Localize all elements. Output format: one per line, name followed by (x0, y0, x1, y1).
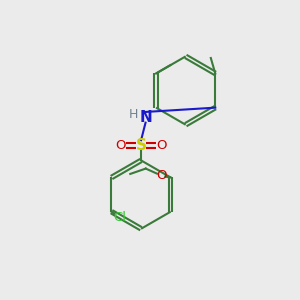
Text: S: S (136, 138, 147, 153)
Text: Cl: Cl (113, 211, 126, 224)
Text: O: O (115, 139, 125, 152)
Text: O: O (157, 139, 167, 152)
Text: N: N (139, 110, 152, 125)
Text: O: O (156, 169, 166, 182)
Text: H: H (128, 108, 138, 122)
